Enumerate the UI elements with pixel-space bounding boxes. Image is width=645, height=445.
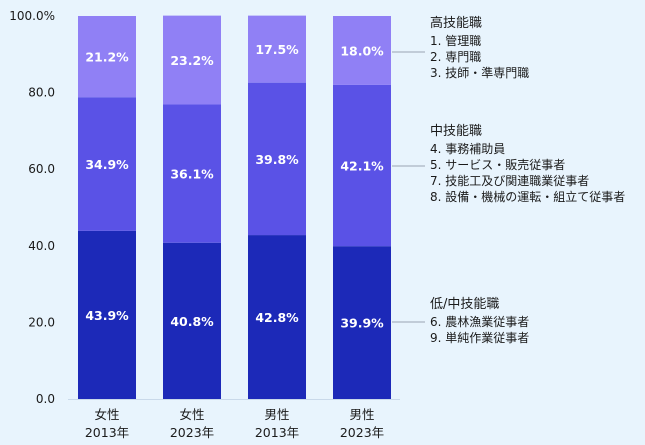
y-tick-label: 60.0 [28, 162, 55, 176]
legend-group-item: 5. サービス・販売従事者 [430, 157, 565, 172]
legend-group-item: 3. 技師・準専門職 [430, 65, 529, 80]
y-tick-label: 0.0 [36, 392, 55, 406]
data-label: 39.9% [340, 316, 384, 331]
data-label: 21.2% [85, 50, 129, 65]
bar-segment [333, 84, 391, 247]
data-label: 42.8% [255, 310, 299, 325]
legend-group-item: 1. 管理職 [430, 33, 481, 48]
bar-segment [163, 15, 221, 105]
legend-group-title: 低/中技能職 [430, 297, 499, 312]
bar-segment [163, 104, 221, 243]
legend-group-title: 高技能職 [430, 15, 482, 31]
legend-group-item: 6. 農林漁業従事者 [430, 315, 529, 329]
bar-segment [78, 97, 136, 231]
legend-group-item: 8. 設備・機械の運転・組立て従事者 [430, 189, 625, 204]
y-tick-label: 80.0 [28, 86, 55, 100]
legend-group-item: 2. 専門職 [430, 50, 481, 64]
legend-group-item: 4. 事務補助員 [430, 142, 505, 156]
bar-segment [78, 230, 136, 399]
bar-segment [333, 246, 391, 399]
legend-group-item: 9. 単純作業従事者 [430, 331, 529, 345]
data-label: 39.8% [255, 152, 299, 167]
data-label: 34.9% [85, 157, 129, 172]
x-tick-label: 女性 [94, 407, 119, 422]
x-tick-label: 男性 [264, 407, 289, 422]
bar-segment [163, 242, 221, 399]
data-label: 17.5% [255, 42, 299, 57]
bar-segment [78, 16, 136, 98]
bar-segment [333, 16, 391, 85]
x-tick-label: 女性 [179, 407, 204, 422]
y-tick-label: 40.0 [28, 239, 55, 253]
data-label: 36.1% [170, 167, 214, 182]
data-label: 42.1% [340, 159, 384, 174]
y-tick-label: 100.0% [9, 9, 55, 23]
data-label: 43.9% [85, 308, 129, 323]
bar-segment [248, 15, 306, 83]
x-tick-label: 男性 [349, 407, 374, 422]
bar-segment [248, 235, 306, 399]
data-label: 18.0% [340, 43, 384, 58]
legend-group-item: 7. 技能工及び関連職業従事者 [430, 174, 589, 188]
legend-group-title: 中技能職 [430, 124, 482, 139]
x-tick-label: 2023年 [170, 425, 214, 440]
data-label: 40.8% [170, 314, 214, 329]
x-tick-label: 2023年 [340, 425, 384, 440]
y-tick-label: 20.0 [28, 315, 55, 329]
x-tick-label: 2013年 [85, 425, 129, 440]
x-tick-label: 2013年 [255, 425, 299, 440]
bar-segment [248, 82, 306, 236]
data-label: 23.2% [170, 53, 214, 68]
